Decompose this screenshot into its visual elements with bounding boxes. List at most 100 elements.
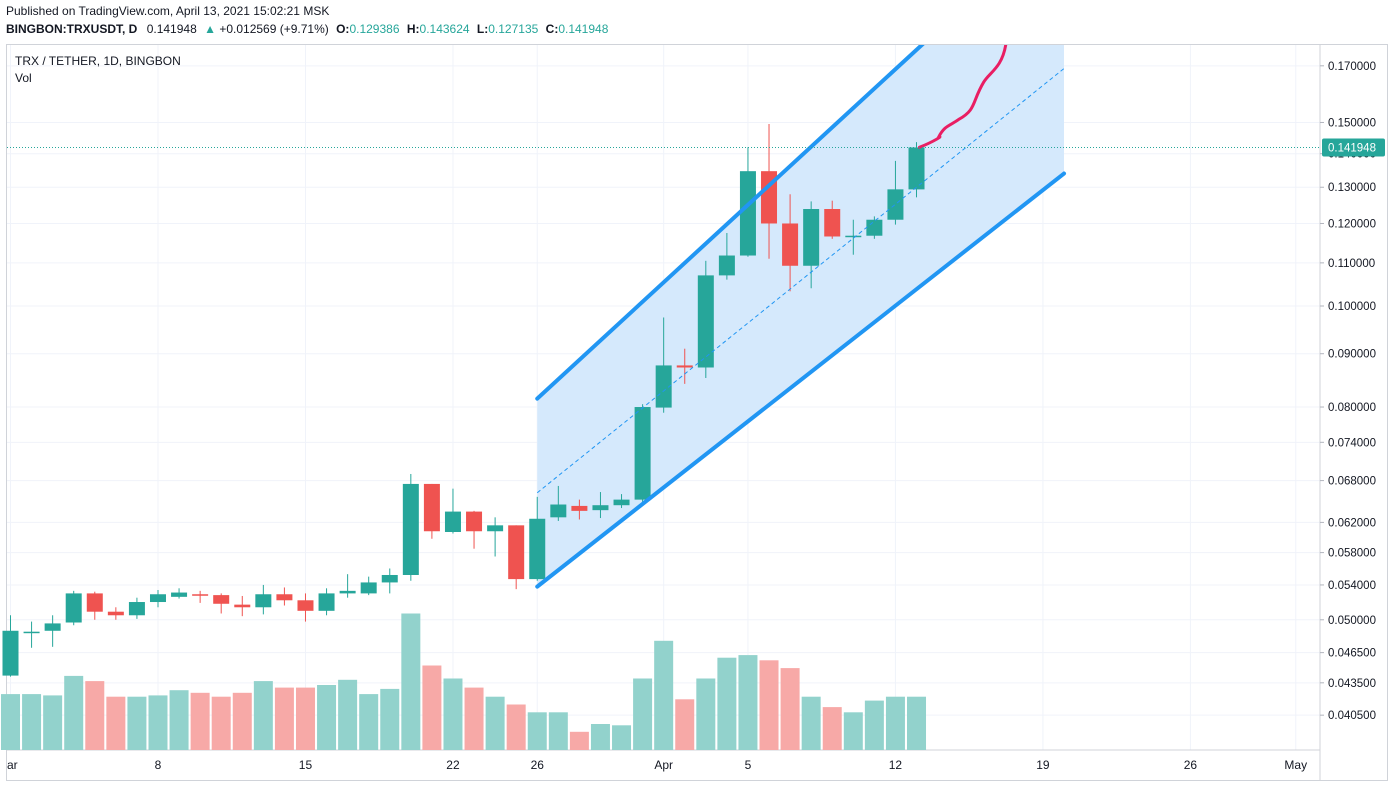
candle-body <box>508 525 525 580</box>
time-tick-label: 12 <box>889 758 903 772</box>
candle-body <box>824 209 841 237</box>
candle-body <box>149 594 166 603</box>
volume-bar <box>822 707 842 750</box>
candle-body <box>23 631 40 634</box>
candle-body <box>529 518 546 580</box>
volume-bar <box>864 700 884 750</box>
price-tick-label: 0.046500 <box>1328 648 1376 660</box>
volume-bar <box>633 678 653 750</box>
candle-body <box>381 574 398 583</box>
candle-body <box>739 171 756 256</box>
candle-body <box>276 594 293 601</box>
candle-body <box>2 630 19 676</box>
candle-body <box>782 223 799 266</box>
price-tick-label: 0.080000 <box>1328 402 1376 414</box>
price-tick-label: 0.120000 <box>1328 218 1376 230</box>
volume-bar <box>380 688 400 750</box>
candle-body <box>86 593 103 612</box>
time-tick-label: 19 <box>1036 758 1050 772</box>
current-price-badge <box>1322 138 1385 157</box>
volume-bar <box>85 681 105 750</box>
candle-body <box>128 602 145 616</box>
volume-bar <box>22 694 42 750</box>
chart-frame <box>6 44 1388 781</box>
candle-body <box>676 365 693 368</box>
volume-bar <box>527 712 547 750</box>
volume-bar <box>359 694 379 750</box>
volume-bar <box>548 712 568 750</box>
candle-body <box>255 594 272 608</box>
channel-fill <box>537 45 1064 587</box>
candle-body <box>297 600 314 611</box>
volume-bar <box>654 640 674 750</box>
volume-bar <box>443 678 463 750</box>
volume-bar <box>338 679 358 750</box>
candle-body <box>571 505 588 511</box>
volume-bar <box>43 695 63 750</box>
volume-bar <box>485 696 505 750</box>
publish-info: Published on TradingView.com, April 13, … <box>6 4 330 18</box>
volume-bar <box>274 687 294 750</box>
price-tick-label: 0.110000 <box>1328 258 1375 270</box>
open-label: O: <box>336 22 350 36</box>
price-tick-label: 0.050000 <box>1328 615 1376 627</box>
volume-bar <box>738 655 758 750</box>
time-tick-label: ar <box>7 758 18 772</box>
volume-bar <box>232 692 252 750</box>
price-tick-label: 0.058000 <box>1328 548 1376 560</box>
volume-bar <box>295 687 315 750</box>
candle-body <box>402 483 419 575</box>
up-arrow-icon: ▲ <box>204 22 216 36</box>
channel-median-line <box>536 68 1065 494</box>
price-change: +0.012569 (+9.71%) <box>219 22 329 36</box>
volume-bar <box>464 687 484 750</box>
candle-body <box>592 505 609 511</box>
price-tick-label: 0.068000 <box>1328 476 1376 488</box>
volume-bar <box>317 685 337 750</box>
price-tick-label: 0.074000 <box>1328 437 1376 449</box>
volume-bar <box>907 696 927 750</box>
volume-bar <box>590 724 610 750</box>
time-tick-label: 26 <box>1184 758 1198 772</box>
candle-body <box>192 594 209 596</box>
volume-bar <box>422 665 442 750</box>
volume-bar <box>885 696 905 750</box>
price-tick-label: 0.040500 <box>1328 710 1376 722</box>
channel-lower-line <box>535 171 1066 589</box>
candle-body <box>65 593 82 623</box>
candle-body <box>613 499 630 506</box>
candle-body <box>107 611 124 616</box>
time-tick-label: Apr <box>654 758 673 772</box>
volume-bar <box>569 731 589 750</box>
candle-body <box>44 623 61 631</box>
time-tick-label: 15 <box>299 758 313 772</box>
channel-upper-line <box>535 45 925 401</box>
candle-body <box>634 407 651 500</box>
volume-bar <box>759 660 779 750</box>
legend-volume: Vol <box>15 71 32 85</box>
open-value: 0.129386 <box>349 22 400 36</box>
current-price-label: 0.141948 <box>1328 142 1376 154</box>
time-tick-label: 5 <box>745 758 752 772</box>
high-label: H: <box>406 22 420 36</box>
volume-bar <box>717 657 737 750</box>
volume-bar <box>169 690 189 750</box>
candle-body <box>339 590 356 594</box>
volume-bar <box>801 696 821 750</box>
volume-bar <box>675 699 695 750</box>
projection-curve <box>918 45 1008 149</box>
candle-body <box>171 592 188 597</box>
candle-body <box>444 511 461 532</box>
price-tick-label: 0.170000 <box>1328 61 1376 73</box>
close-value: 0.141948 <box>558 22 609 36</box>
volume-bar <box>1 694 20 750</box>
ohlc-header: BINGBON:TRXUSDT, D 0.141948 ▲ +0.012569 … <box>6 22 608 36</box>
time-tick-label: May <box>1284 758 1307 772</box>
candle-body <box>697 275 714 368</box>
candle-body <box>466 511 483 532</box>
chart-legend: TRX / TETHER, 1D, BINGBON Vol <box>15 53 181 87</box>
volume-bar <box>148 695 168 750</box>
candle-body <box>887 189 904 220</box>
volume-bar <box>253 681 273 750</box>
